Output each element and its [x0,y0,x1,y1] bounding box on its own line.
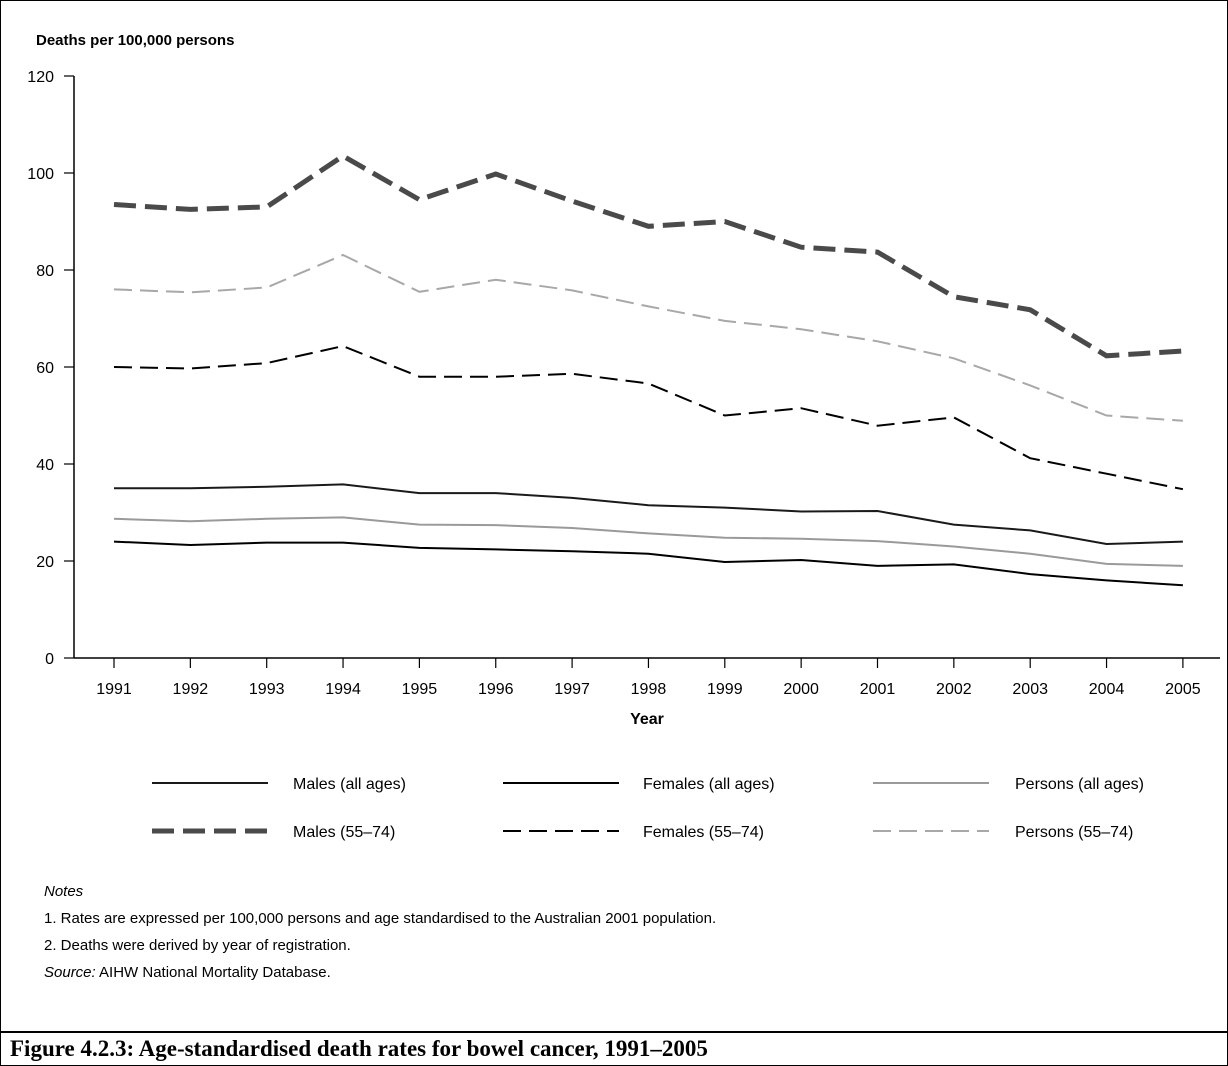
x-tick-label: 2000 [783,681,819,698]
y-tick-label: 40 [36,457,54,474]
x-tick-label: 1994 [325,681,361,698]
x-tick-label: 1999 [707,681,743,698]
figure-caption: Figure 4.2.3: Age-standardised death rat… [10,1036,708,1061]
series-line [113,540,1183,587]
series-lines [113,153,1184,587]
caption-divider [0,1031,1228,1033]
y-axis-label: Deaths per 100,000 persons [36,32,234,49]
x-tick-label: 1995 [402,681,438,698]
line-chart: Deaths per 100,000 persons Year 0 20 40 60 8… [27,32,1220,841]
y-tick-label: 60 [36,360,54,377]
source-text: AIHW National Mortality Database. [95,964,331,981]
legend: Males (all ages) Females (all ages) Person… [152,776,1144,841]
x-tick-label: 1991 [96,681,132,698]
y-tick-label: 0 [45,651,54,668]
x-tick-label: 1997 [554,681,590,698]
legend-label: Persons (55–74) [1015,824,1133,841]
y-tick-label: 120 [27,69,54,86]
series-line [113,153,1184,359]
series-line [114,483,1183,546]
series-line [113,516,1183,567]
x-tick-label: 2001 [860,681,896,698]
legend-label: Males (all ages) [293,776,406,793]
source-label: Source: [44,964,96,981]
y-tick-label: 20 [36,554,54,571]
axes: 0 20 40 60 80 100 120 1991 1992 1993 1994 1995 1996 1… [27,69,1220,698]
note-item: 2. Deaths were derived by year of regist… [44,937,351,954]
x-tick-label: 2005 [1165,681,1201,698]
x-tick-label: 1992 [173,681,209,698]
y-tick-label: 100 [27,166,54,183]
legend-label: Males (55–74) [293,824,395,841]
notes-section: Notes 1. Rates are expressed per 100,000… [44,878,716,986]
series-line [113,253,1183,422]
legend-label: Females (all ages) [643,776,775,793]
x-tick-label: 1993 [249,681,285,698]
legend-label: Persons (all ages) [1015,776,1144,793]
series-line [113,345,1184,491]
x-tick-label: 1996 [478,681,514,698]
x-tick-label: 2002 [936,681,972,698]
y-tick-label: 80 [36,263,54,280]
x-tick-label: 2003 [1012,681,1048,698]
x-tick-label: 1998 [631,681,667,698]
note-item: 1. Rates are expressed per 100,000 perso… [44,910,717,927]
source-line: Source: AIHW National Mortality Database… [44,959,716,986]
notes-heading: Notes [44,883,84,900]
x-tick-label: 2004 [1089,681,1125,698]
x-axis-label: Year [630,711,664,728]
legend-label: Females (55–74) [643,824,764,841]
